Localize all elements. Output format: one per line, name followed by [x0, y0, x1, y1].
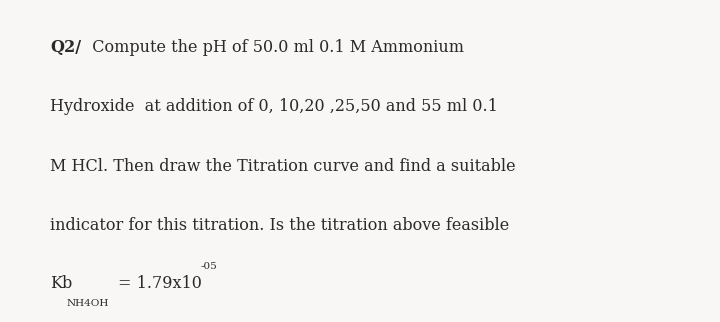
Text: NH4OH: NH4OH: [66, 299, 109, 308]
Text: = 1.79x10: = 1.79x10: [118, 275, 202, 292]
Text: indicator for this titration. Is the titration above feasible: indicator for this titration. Is the tit…: [50, 217, 510, 234]
Text: Q2/: Q2/: [50, 39, 81, 56]
Text: Compute the pH of 50.0 ml 0.1 M Ammonium: Compute the pH of 50.0 ml 0.1 M Ammonium: [82, 39, 464, 56]
Text: -05: -05: [201, 262, 217, 271]
Text: Kb: Kb: [50, 275, 73, 292]
Text: M HCl. Then draw the Titration curve and find a suitable: M HCl. Then draw the Titration curve and…: [50, 158, 516, 175]
Text: Hydroxide  at addition of 0, 10,20 ,25,50 and 55 ml 0.1: Hydroxide at addition of 0, 10,20 ,25,50…: [50, 98, 498, 115]
